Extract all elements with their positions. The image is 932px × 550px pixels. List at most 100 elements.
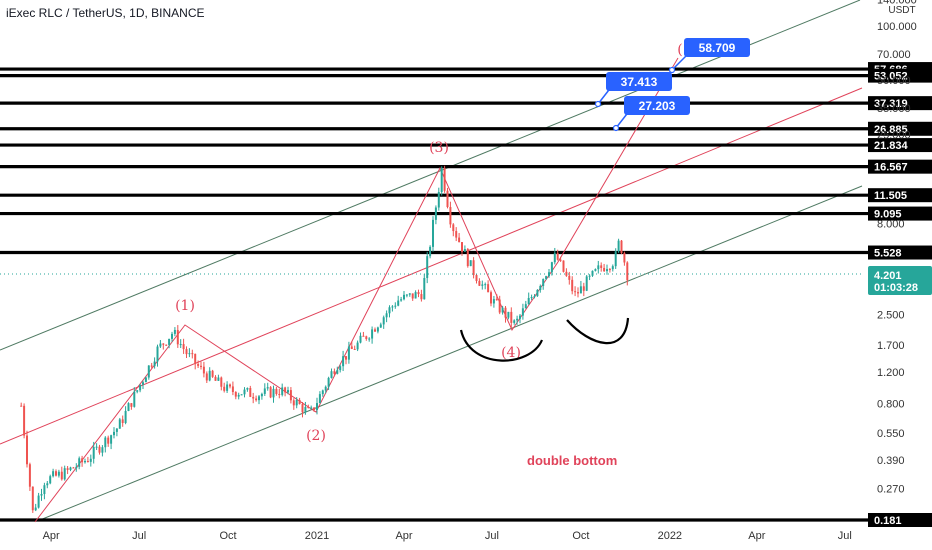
candle-body xyxy=(403,294,405,300)
candle-body xyxy=(214,376,217,381)
candlestick-series xyxy=(20,165,629,513)
candle-body xyxy=(475,275,478,281)
candle-body xyxy=(191,353,194,355)
candle-body xyxy=(394,305,397,307)
candle-body xyxy=(330,371,333,378)
candle-body xyxy=(89,458,92,462)
candle-body xyxy=(516,318,519,321)
candle-body xyxy=(577,292,579,294)
callout-label: 27.203 xyxy=(639,99,676,113)
candle-body xyxy=(365,336,368,339)
candle-body xyxy=(374,329,376,332)
candle-body xyxy=(504,307,507,318)
candle-body xyxy=(542,278,545,287)
chart-title: iExec RLC / TetherUS, 1D, BINANCE xyxy=(6,6,205,20)
candle-body xyxy=(75,466,78,469)
candle-body xyxy=(594,269,597,271)
callout-anchor xyxy=(612,124,620,132)
candle-body xyxy=(362,335,365,337)
candle-body xyxy=(440,168,443,193)
level-tag-label: 11.505 xyxy=(874,190,907,202)
candle-body xyxy=(78,458,81,467)
candle-body xyxy=(237,394,240,397)
candle-body xyxy=(182,344,185,350)
candle-body xyxy=(606,269,608,272)
candle-body xyxy=(405,294,408,296)
candle-body xyxy=(411,293,414,299)
candle-body xyxy=(243,389,246,395)
y-tick-label: 8.000 xyxy=(877,219,905,231)
candle-body xyxy=(420,294,423,300)
currency-unit-label[interactable]: USDT xyxy=(888,5,916,16)
candle-body xyxy=(368,338,371,340)
candle-body xyxy=(133,391,136,407)
y-tick-label: 0.270 xyxy=(877,484,905,496)
candle-body xyxy=(266,387,269,389)
candle-body xyxy=(147,365,150,378)
candle-body xyxy=(168,338,171,345)
candle-body xyxy=(397,300,400,306)
candle-body xyxy=(376,327,379,332)
candle-body xyxy=(246,388,249,390)
candle-body xyxy=(115,428,118,432)
candle-body xyxy=(582,286,585,291)
candle-body xyxy=(110,435,113,444)
wave-label: ( xyxy=(677,42,682,58)
candle-body xyxy=(269,387,272,398)
candle-body xyxy=(252,396,255,399)
candle-body xyxy=(478,280,481,286)
candle-body xyxy=(49,476,52,484)
candle-body xyxy=(34,507,37,511)
candle-body xyxy=(519,315,521,319)
candle-body xyxy=(281,387,284,395)
candle-body xyxy=(26,435,28,465)
callout-anchor xyxy=(668,66,676,74)
candle-body xyxy=(289,390,292,401)
candle-body xyxy=(327,377,330,387)
candle-body xyxy=(603,267,606,272)
candle-body xyxy=(449,207,452,225)
x-tick-label: Oct xyxy=(572,530,589,542)
candle-body xyxy=(530,297,533,299)
candle-body xyxy=(553,253,556,263)
candle-body xyxy=(371,329,374,339)
level-tag-label: 16.567 xyxy=(874,162,908,174)
candle-body xyxy=(356,342,359,350)
candle-body xyxy=(324,386,327,391)
callout-box xyxy=(606,72,672,91)
candle-body xyxy=(446,190,449,208)
level-tag-label: 9.095 xyxy=(874,209,902,221)
candle-body xyxy=(153,361,156,367)
candle-body xyxy=(579,286,582,294)
candle-body xyxy=(260,393,263,397)
candle-body xyxy=(533,296,536,298)
y-tick-label: 1.200 xyxy=(877,367,905,379)
second-bottom-curve xyxy=(566,317,630,345)
candle-body xyxy=(484,284,487,286)
candle-body xyxy=(31,486,34,511)
candle-body xyxy=(385,313,388,318)
candle-body xyxy=(434,207,437,220)
level-tag-label: 37.319 xyxy=(874,98,908,110)
callout-label: 37.413 xyxy=(621,75,658,89)
level-tag-bg xyxy=(868,206,932,221)
candle-body xyxy=(255,398,258,401)
candle-body xyxy=(165,344,168,346)
candle-body xyxy=(414,292,417,299)
wave-label: (4) xyxy=(501,345,521,361)
callout-label: 58.709 xyxy=(699,41,736,55)
candle-body xyxy=(437,192,440,208)
callout-anchor xyxy=(594,100,602,108)
y-tick-label: 0.550 xyxy=(877,428,905,440)
candle-body xyxy=(292,400,295,406)
level-tag-label: 5.528 xyxy=(874,248,902,260)
y-tick-label: 100.000 xyxy=(877,21,917,33)
candle-body xyxy=(272,388,275,398)
candle-body xyxy=(130,403,133,407)
candle-body xyxy=(472,260,475,276)
candle-body xyxy=(144,377,147,383)
candle-body xyxy=(231,386,234,393)
candle-body xyxy=(220,377,223,387)
candle-body xyxy=(301,404,304,413)
